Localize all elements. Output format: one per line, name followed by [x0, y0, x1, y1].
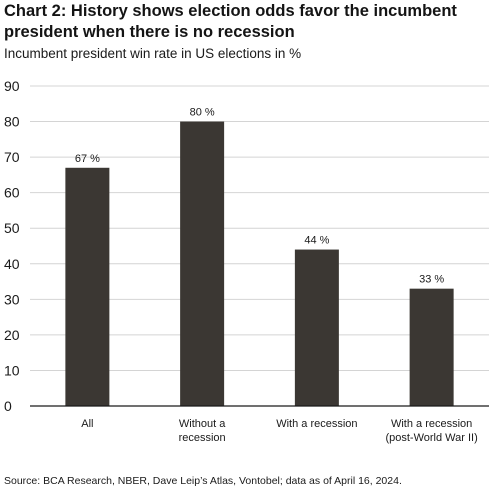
x-tick-label-4-line-1: With a recession: [391, 418, 472, 430]
bar-2: [180, 121, 225, 407]
data-label-1: 67 %: [75, 153, 100, 165]
bar-3: [294, 249, 339, 406]
y-tick-label-70: 70: [4, 149, 20, 165]
x-tick-label-3: With a recession: [276, 418, 357, 430]
y-tick-label-20: 20: [4, 327, 20, 343]
bar-4: [409, 288, 454, 406]
y-tick-label-90: 90: [4, 78, 20, 94]
y-tick-label-50: 50: [4, 220, 20, 236]
y-tick-label-60: 60: [4, 185, 20, 201]
source-note: Source: BCA Research, NBER, Dave Leip’s …: [4, 475, 402, 487]
y-tick-label-30: 30: [4, 291, 20, 307]
y-tick-label-80: 80: [4, 114, 20, 130]
x-tick-label-4-line-2: (post-World War II): [385, 432, 477, 444]
chart-title: Chart 2: History shows election odds fav…: [4, 2, 457, 41]
y-tick-label-0: 0: [4, 398, 12, 414]
y-tick-label-10: 10: [4, 362, 20, 378]
x-tick-label-2-line-2: recession: [179, 432, 226, 444]
bar-1: [65, 167, 110, 406]
data-label-4: 33 %: [419, 274, 444, 286]
x-tick-label-2-line-1: Without a: [179, 418, 226, 430]
data-label-2: 80 %: [190, 107, 215, 119]
data-label-3: 44 %: [304, 235, 329, 247]
chart-subtitle: Incumbent president win rate in US elect…: [4, 46, 302, 61]
x-tick-label-1: All: [81, 418, 93, 430]
y-tick-label-40: 40: [4, 256, 20, 272]
